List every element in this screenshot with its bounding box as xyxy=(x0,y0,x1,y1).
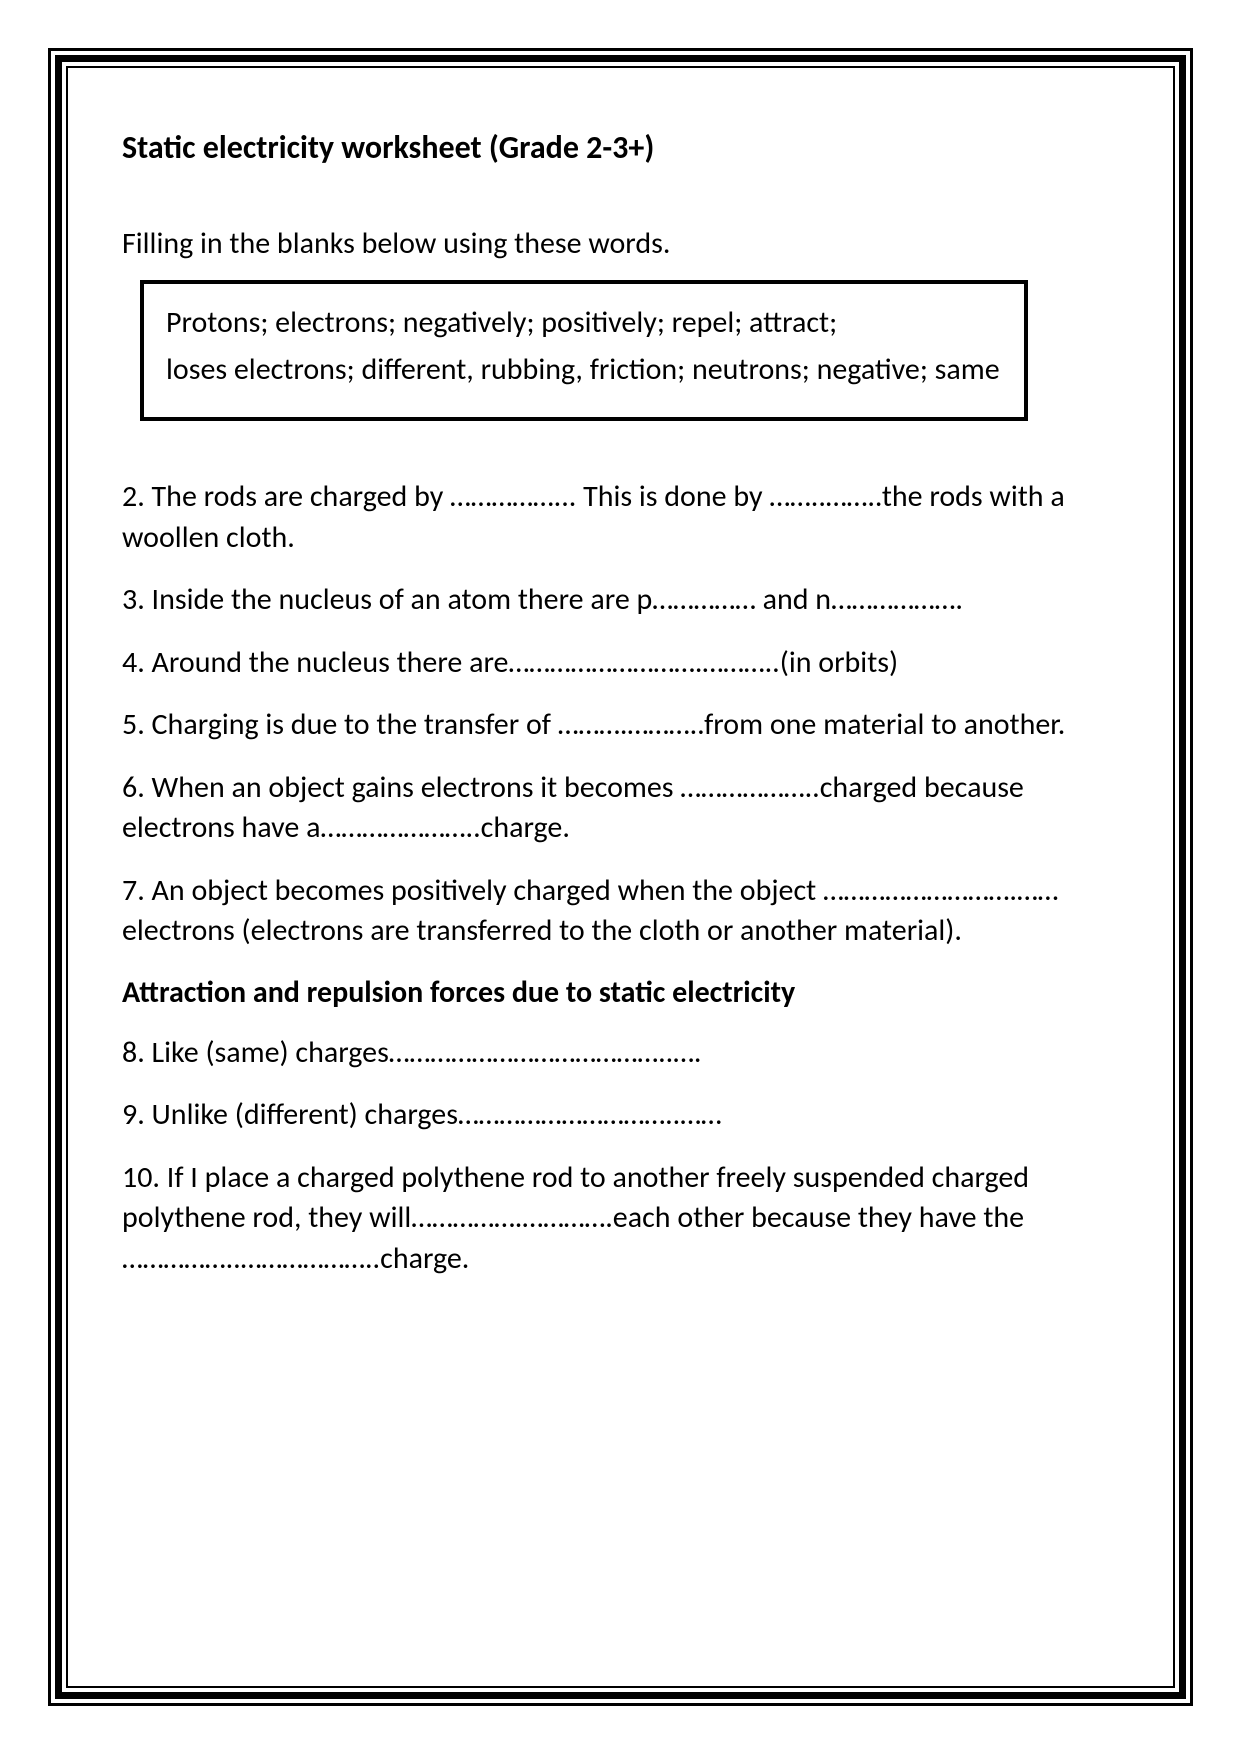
question-2: 2. The rods are charged by ……………... This… xyxy=(122,477,1119,558)
question-7: 7. An object becomes positively charged … xyxy=(122,871,1119,952)
question-6: 6. When an object gains electrons it bec… xyxy=(122,768,1119,849)
instruction-text: Filling in the blanks below using these … xyxy=(122,225,1119,262)
question-4: 4. Around the nucleus there are………………………… xyxy=(122,643,1119,684)
word-bank-line-2: loses electrons; different, rubbing, fri… xyxy=(166,347,1002,394)
question-3: 3. Inside the nucleus of an atom there a… xyxy=(122,580,1119,621)
outer-border: Static electricity worksheet (Grade 2-3+… xyxy=(48,48,1193,1706)
question-9: 9. Unlike (different) charges………………………….… xyxy=(122,1095,1119,1136)
inner-border: Static electricity worksheet (Grade 2-3+… xyxy=(66,66,1175,1688)
worksheet-page: Static electricity worksheet (Grade 2-3+… xyxy=(0,0,1241,1754)
question-10: 10. If I place a charged polythene rod t… xyxy=(122,1158,1119,1280)
question-8: 8. Like (same) charges…………………………………..…. xyxy=(122,1033,1119,1074)
word-bank-box: Protons; electrons; negatively; positive… xyxy=(140,280,1028,421)
attraction-repulsion-heading: Attraction and repulsion forces due to s… xyxy=(122,974,1119,1011)
question-5: 5. Charging is due to the transfer of ……… xyxy=(122,705,1119,746)
middle-border: Static electricity worksheet (Grade 2-3+… xyxy=(55,55,1186,1699)
word-bank-line-1: Protons; electrons; negatively; positive… xyxy=(166,300,1002,347)
content-area: Static electricity worksheet (Grade 2-3+… xyxy=(122,128,1119,1279)
worksheet-title: Static electricity worksheet (Grade 2-3+… xyxy=(122,128,1119,167)
